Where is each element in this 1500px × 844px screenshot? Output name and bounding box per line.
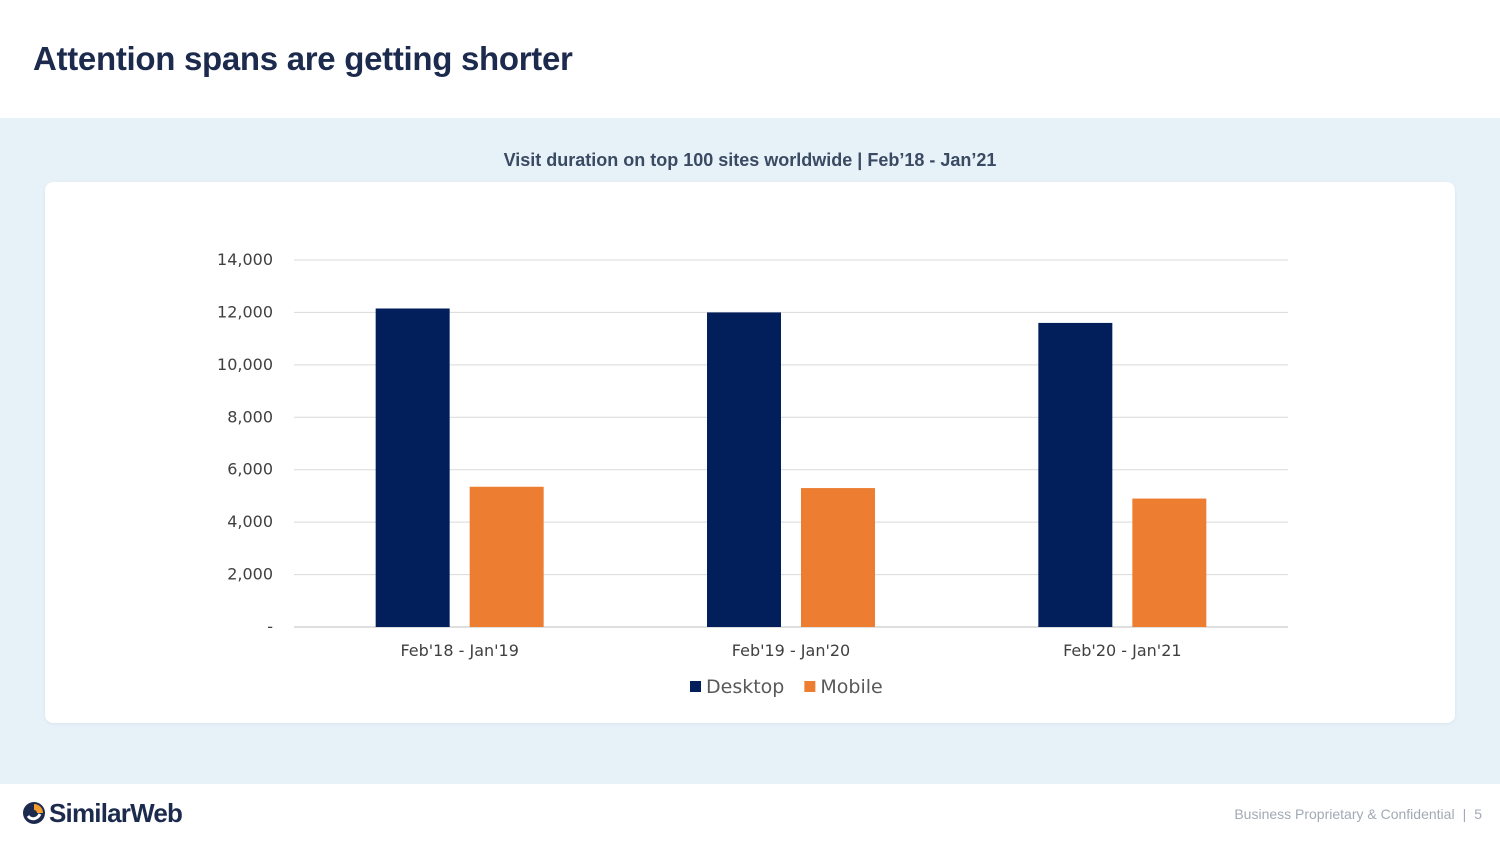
legend-swatch-mobile — [804, 681, 816, 692]
bar-desktop — [707, 312, 781, 627]
confidential-note: Business Proprietary & Confidential — [1234, 806, 1455, 822]
brand-name: SimilarWeb — [49, 797, 183, 828]
similarweb-logo-icon — [23, 802, 45, 824]
slide-title: Attention spans are getting shorter — [33, 40, 573, 77]
y-tick-label: - — [267, 617, 273, 636]
bar-mobile — [469, 486, 544, 627]
footer-separator: | — [1462, 806, 1467, 822]
bar-chart: - 2,000 4,000 6,000 8,000 10,000 12,000 14,000 F… — [217, 250, 1288, 698]
legend-label-desktop: Desktop — [706, 676, 784, 698]
bar-mobile — [1132, 498, 1207, 627]
x-tick-label: Feb'20 - Jan'21 — [1063, 641, 1181, 660]
y-tick-label: 14,000 — [217, 250, 273, 269]
footer-note: Business Proprietary & Confidential | 5 — [1234, 806, 1482, 822]
x-tick-label: Feb'19 - Jan'20 — [732, 641, 850, 660]
bar-desktop — [375, 308, 450, 627]
legend-swatch-desktop — [690, 681, 701, 692]
y-tick-label: 10,000 — [217, 355, 273, 374]
page-number: 5 — [1474, 806, 1482, 822]
brand-logo: SimilarWeb — [22, 797, 183, 828]
y-tick-label: 8,000 — [227, 407, 273, 426]
y-tick-label: 6,000 — [227, 460, 273, 479]
y-tick-label: 4,000 — [227, 512, 273, 531]
y-tick-label: 12,000 — [217, 302, 273, 321]
y-tick-label: 2,000 — [227, 565, 273, 584]
chart-title: Visit duration on top 100 sites worldwid… — [503, 150, 997, 170]
bar-desktop — [1038, 322, 1113, 627]
chart-card: - 2,000 4,000 6,000 8,000 10,000 12,000 14,000 F… — [45, 182, 1455, 723]
x-tick-label: Feb'18 - Jan'19 — [400, 641, 518, 660]
legend-label-mobile: Mobile — [820, 676, 882, 698]
bar-mobile — [801, 488, 875, 627]
